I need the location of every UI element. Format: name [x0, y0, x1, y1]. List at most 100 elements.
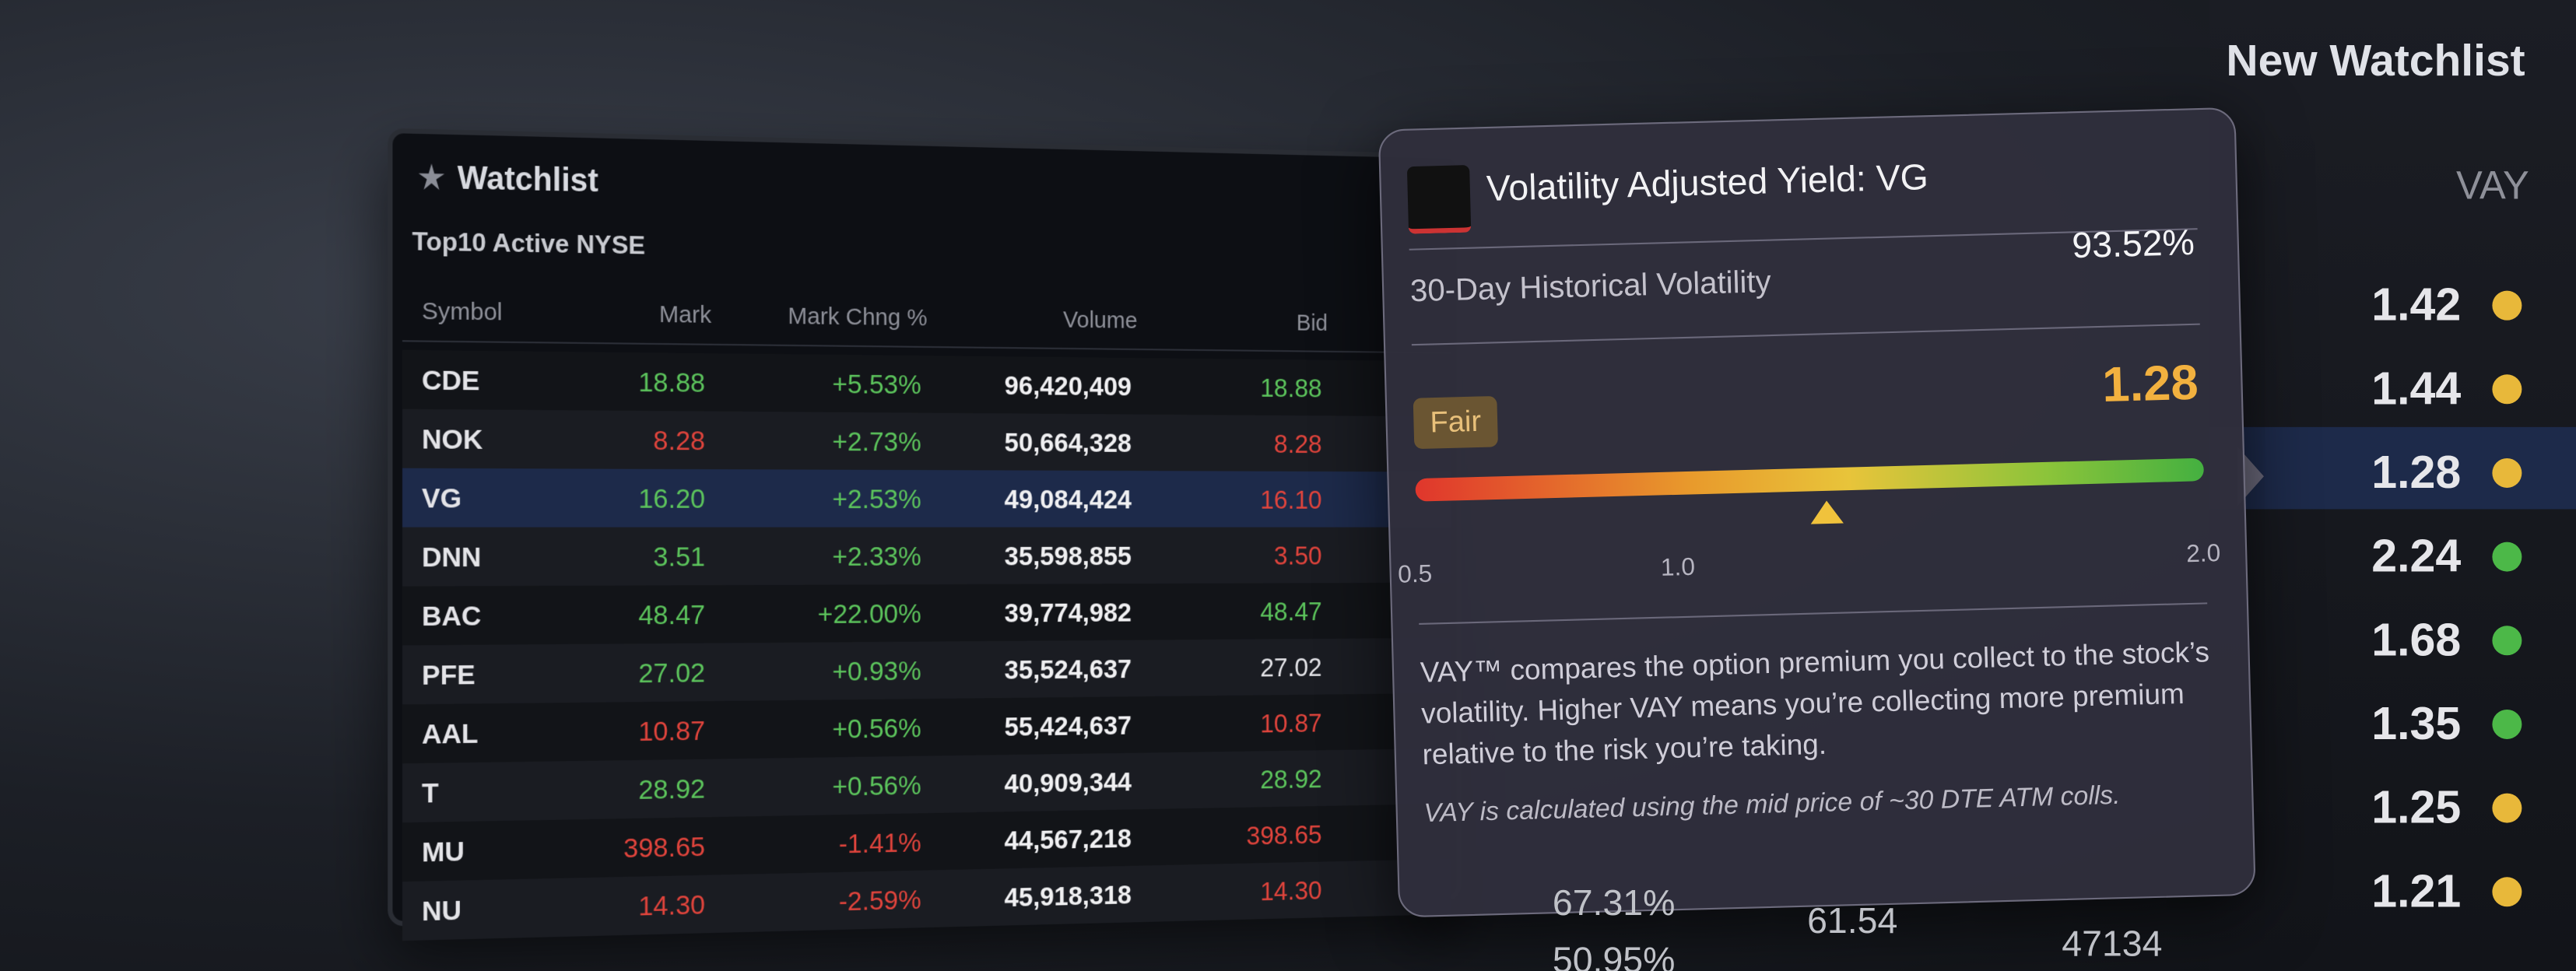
footnote: VAY is calculated using the mid price of…: [1423, 782, 2121, 829]
vay-dot: [2492, 457, 2522, 488]
mark-change: -1.41%: [838, 827, 921, 860]
vay-dot: [2492, 793, 2522, 823]
symbol: BAC: [422, 601, 482, 633]
volume: 49,084,424: [1004, 484, 1132, 515]
column-header[interactable]: Mark: [658, 300, 712, 330]
vay-value: 1.25: [2371, 781, 2462, 833]
volume: 39,774,982: [1004, 598, 1132, 629]
vay-row[interactable]: 1.42: [2209, 260, 2576, 342]
vay-row[interactable]: 1.44: [2209, 343, 2576, 426]
mark-change: -2.59%: [838, 885, 921, 917]
table-row[interactable]: CDE 18.88 +5.53% 96,420,409 18.88: [402, 349, 1451, 417]
symbol: AAL: [422, 718, 479, 751]
divider: [1419, 602, 2208, 625]
vay-value: 1.28: [2371, 447, 2462, 498]
bid: 28.92: [1260, 764, 1322, 795]
volume: 40,909,344: [1004, 766, 1132, 800]
vay-score: 1.28: [2101, 356, 2199, 413]
tooltip: Volatility Adjusted Yield: VG 30-Day His…: [1377, 107, 2256, 918]
mark-change: +0.56%: [832, 713, 921, 745]
mark: 8.28: [653, 425, 706, 457]
bid: 18.88: [1260, 373, 1322, 404]
vay-marker: [1809, 500, 1844, 524]
mark-change: +2.53%: [832, 484, 921, 515]
symbol: DNN: [422, 542, 482, 573]
watchlist-subtitle[interactable]: Top10 Active NYSE: [412, 229, 646, 261]
mark: 3.51: [653, 542, 706, 573]
vay-dot: [2492, 626, 2522, 656]
metric-label: 30-Day Historical Volatility: [1409, 265, 1772, 310]
vay-row[interactable]: 1.25: [2209, 762, 2576, 845]
volume: 50,664,328: [1004, 427, 1132, 458]
mark: 16.20: [638, 483, 706, 515]
vay-value: 1.68: [2371, 614, 2462, 665]
table-row[interactable]: VG 16.20 +2.53% 49,084,424 16.10: [402, 468, 1451, 528]
mark: 14.30: [638, 889, 706, 922]
vay-scale-bar: [1415, 457, 2205, 502]
bid: 3.50: [1273, 541, 1322, 571]
vay-dot: [2492, 290, 2522, 321]
volume: 55,424,637: [1004, 710, 1132, 742]
vay-panel-title: New Watchlist: [2226, 36, 2525, 86]
column-header[interactable]: Mark Chng %: [788, 303, 928, 332]
mark-change: +0.56%: [832, 770, 921, 802]
scale-tick-label: 0.5: [1397, 560, 1433, 590]
bid: 10.87: [1260, 708, 1322, 739]
vay-dot: [2492, 542, 2522, 572]
bid: 8.28: [1273, 429, 1322, 460]
rating-badge: Fair: [1413, 395, 1498, 450]
vay-value: 1.44: [2371, 363, 2462, 414]
table-row[interactable]: DNN 3.51 +2.33% 35,598,855 3.50: [402, 527, 1451, 587]
symbol: VG: [422, 482, 462, 514]
vay-value: 1.35: [2371, 698, 2462, 749]
mark-change: +2.73%: [832, 426, 921, 457]
vay-row[interactable]: 1.21: [2209, 846, 2576, 928]
symbol: PFE: [422, 659, 476, 692]
table-row[interactable]: BAC 48.47 +22.00% 39,774,982 48.47: [402, 582, 1451, 646]
column-header[interactable]: Bid: [1296, 310, 1328, 337]
symbol: NOK: [422, 423, 483, 456]
mark: 18.88: [638, 366, 706, 399]
symbol: T: [422, 777, 439, 809]
symbol: MU: [422, 836, 465, 868]
vay-value: 1.42: [2371, 279, 2462, 331]
vay-row[interactable]: 1.68: [2209, 594, 2576, 677]
column-header[interactable]: Symbol: [422, 297, 503, 327]
column-header[interactable]: Volume: [1062, 307, 1138, 335]
table-row[interactable]: NOK 8.28 +2.73% 50,664,328 8.28: [402, 408, 1451, 472]
partial-cell: 47134: [2062, 923, 2163, 965]
mark: 48.47: [638, 599, 706, 631]
mark: 27.02: [638, 657, 706, 689]
mark-change: +5.53%: [832, 369, 921, 401]
bid: 48.47: [1260, 597, 1322, 627]
star-icon: [419, 163, 444, 190]
vay-dot: [2492, 709, 2522, 739]
bid: 16.10: [1260, 485, 1322, 515]
vay-row[interactable]: 2.24: [2209, 511, 2576, 594]
divider: [1411, 323, 2200, 346]
metric-value: 93.52%: [2071, 221, 2195, 266]
bid: 14.30: [1260, 875, 1322, 907]
partial-cell: 50.95%: [1552, 939, 1676, 971]
mark: 28.92: [638, 773, 706, 806]
scale-tick-label: 1.0: [1660, 553, 1696, 583]
vay-row[interactable]: 1.35: [2209, 678, 2576, 761]
vay-dot: [2492, 374, 2522, 405]
mark: 10.87: [638, 715, 706, 748]
brand-icon: [1406, 165, 1472, 234]
watchlist-window: Watchlist Top10 Active NYSE Symbol Mark Ma…: [388, 128, 1462, 941]
volume: 44,567,218: [1004, 823, 1132, 857]
vay-panel: New Watchlist VAY 1.42 1.44 1.28 2.24 1.68 1.…: [2209, 0, 2576, 971]
vay-row[interactable]: 1.28: [2209, 426, 2576, 510]
symbol: CDE: [422, 365, 480, 397]
volume: 35,524,637: [1004, 654, 1132, 685]
mark-change: +22.00%: [817, 598, 921, 630]
description: VAY™ compares the option premium you col…: [1420, 635, 2210, 771]
partial-cell: 67.31%: [1552, 882, 1676, 924]
mark-change: +0.93%: [832, 656, 921, 687]
bid: 27.02: [1260, 652, 1322, 683]
watchlist-title: Watchlist: [457, 160, 598, 200]
volume: 45,918,318: [1004, 880, 1132, 913]
volume: 96,420,409: [1004, 370, 1132, 402]
